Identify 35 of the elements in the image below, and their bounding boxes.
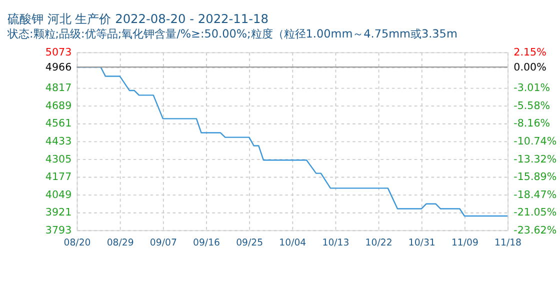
y2-tick-label: 0.00%: [514, 61, 547, 74]
y2-tick-label: -10.74%: [514, 136, 557, 148]
x-tick-label: 10/22: [365, 238, 392, 249]
y-tick-label: 4433: [45, 135, 72, 148]
x-tick-label: 11/18: [494, 238, 522, 249]
y2-tick-label: -15.89%: [514, 171, 557, 184]
y-tick-label: 4305: [45, 153, 72, 166]
y-tick-label: 4966: [45, 61, 72, 74]
x-tick-label: 10/04: [279, 238, 306, 249]
x-tick-label: 09/16: [192, 238, 220, 249]
x-tick-label: 10/13: [322, 238, 350, 249]
chart-title: 硫酸钾 河北 生产价 2022-08-20 - 2022-11-18: [7, 12, 268, 26]
y-tick-label: 4561: [45, 118, 72, 130]
x-tick-label: 09/25: [236, 238, 264, 249]
x-tick-label: 08/29: [106, 238, 134, 249]
y-tick-label: 5073: [45, 46, 72, 59]
y2-tick-label: -8.16%: [514, 118, 550, 130]
y-tick-label: 4689: [45, 100, 72, 112]
chart-subtitle: 状态:颗粒;品级:优等品;氧化钾含量/%≥:50.00%;粒度（粒径1.00mm～4.75mm或3.35m: [6, 27, 458, 40]
x-tick-label: 10/31: [408, 238, 436, 249]
y2-tick-label: -13.32%: [514, 153, 557, 166]
x-tick-label: 09/07: [150, 238, 177, 249]
y-tick-label: 4817: [45, 82, 72, 94]
x-tick-label: 08/20: [64, 238, 91, 249]
y2-tick-label: -21.05%: [514, 206, 557, 219]
y2-tick-label: -5.58%: [514, 100, 550, 112]
y-tick-label: 3793: [45, 224, 72, 236]
y2-tick-label: -18.47%: [514, 188, 557, 201]
y2-tick-label: -3.01%: [514, 82, 550, 94]
y-tick-label: 4049: [45, 188, 72, 201]
x-tick-label: 11/09: [451, 238, 478, 249]
y2-tick-label: 2.15%: [514, 46, 547, 59]
y-tick-label: 3921: [45, 206, 72, 219]
y2-tick-label: -23.62%: [514, 224, 557, 236]
y-tick-label: 4177: [45, 171, 72, 184]
